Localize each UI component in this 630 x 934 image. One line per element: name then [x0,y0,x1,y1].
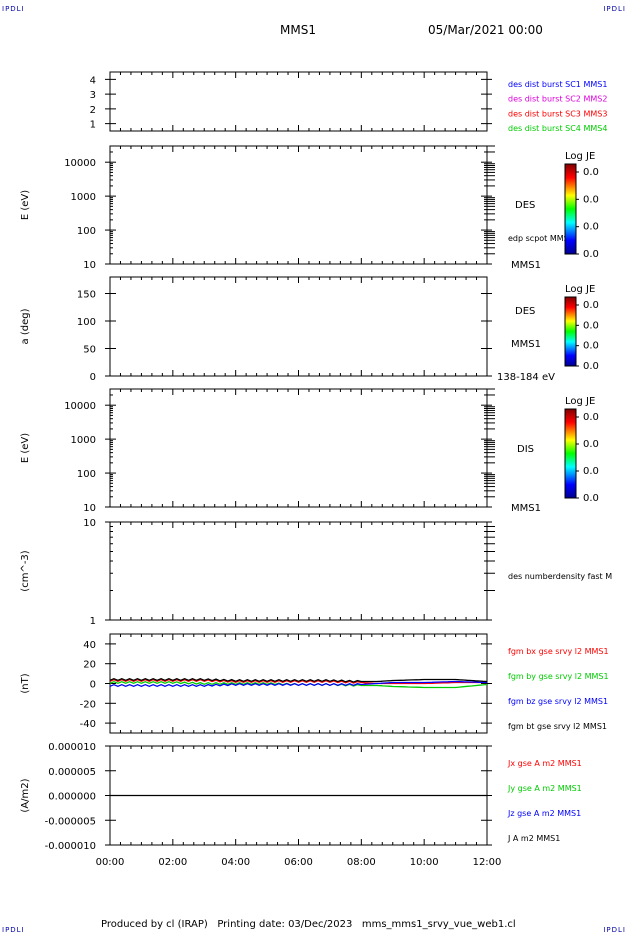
current-legend-entry: J A m2 MMS1 [507,834,560,843]
y-tick-label: 10 [83,518,96,529]
fgm-legend-entry: fgm bt gse srvy l2 MMS1 [508,722,607,731]
y-tick-label: 0 [90,372,96,383]
y-tick-label: 3 [90,90,96,101]
corner-logo-bottom-right: IPDLI [603,926,626,934]
des_pitch-energy-band: 138-184 eV [497,372,555,383]
time-tick-label: 00:00 [96,857,125,868]
y-tick-label: 0.000000 [48,792,96,803]
fgm-ylabel: (nT) [20,673,31,693]
y-tick-label: 1000 [71,435,96,446]
des_pitch-colorbar-tick-label: 0.0 [583,300,599,311]
burst-legend-entry: des dist burst SC1 MMS1 [508,80,607,89]
des_pitch-frame [109,276,488,377]
y-tick-label: 50 [83,345,96,356]
fgm-series-bz [109,680,488,688]
time-tick-label: 02:00 [158,857,187,868]
y-tick-label: -0.000010 [45,841,96,852]
des_energy-overlay-label: edp scpot MMS1 [508,234,574,243]
fgm-series-bt [109,677,488,683]
y-tick-label: -20 [80,699,96,710]
y-tick-label: 10 [83,503,96,514]
y-tick-label: 20 [83,660,96,671]
des_pitch-colorbar-title: Log JE [565,284,595,295]
dis_energy-ylabel: E (eV) [20,433,31,463]
y-tick-label: -0.000005 [45,816,96,827]
y-tick-label: 150 [77,290,96,301]
fgm-legend-entry: fgm by gse srvy l2 MMS1 [508,672,609,681]
burst-frame [109,71,488,132]
des_energy-ylabel: E (eV) [20,190,31,220]
fgm-legend-entry: fgm bx gse srvy l2 MMS1 [508,647,609,656]
footer-credit: Produced by cl (IRAP) Printing date: 03/… [101,919,516,930]
dis_energy-colorbar-tick-label: 0.0 [583,493,599,504]
des_pitch-colorbar-tick-label: 0.0 [583,361,599,372]
des_pitch-instrument-label: DES [515,306,535,317]
y-tick-label: 1000 [71,192,96,203]
y-tick-label: 2 [90,105,96,116]
y-tick-label: -40 [80,719,96,730]
des_energy-instrument-label: DES [515,200,535,211]
mission-title: MMS1 [280,23,316,37]
fgm-series-bx [109,678,487,685]
dis_energy-colorbar [564,408,577,499]
current-legend-entry: Jy gse A m2 MMS1 [507,784,582,793]
dis_energy-colorbar-tick-label: 0.0 [583,466,599,477]
current-ylabel: (A/m2) [20,778,31,812]
burst-legend-entry: des dist burst SC3 MMS3 [508,109,607,118]
corner-logo-top-left: IPDLI [2,5,25,13]
y-tick-label: 100 [77,226,96,237]
des_energy-colorbar-tick-label: 0.0 [583,222,599,233]
des_energy-colorbar-tick-label: 0.0 [583,194,599,205]
dis_energy-instrument-label: DIS [517,444,534,455]
y-tick-label: 10000 [64,158,96,169]
des_pitch-colorbar-tick-label: 0.0 [583,320,599,331]
des_pitch-spacecraft-label: MMS1 [511,339,541,350]
fgm-legend-entry: fgm bz gse srvy l2 MMS1 [508,697,608,706]
dis_energy-colorbar-tick-label: 0.0 [583,412,599,423]
des_energy-colorbar [564,163,577,255]
datetime-title: 05/Mar/2021 00:00 [428,23,543,37]
des_pitch-colorbar-tick-label: 0.0 [583,341,599,352]
density-legend-entry: des numberdensity fast M [508,572,612,581]
y-tick-label: 0.000005 [48,767,96,778]
burst-legend-entry: des dist burst SC4 MMS4 [508,124,607,133]
dis_energy-frame [109,388,488,508]
y-tick-label: 40 [83,640,96,651]
des_energy-frame [109,145,488,265]
y-tick-label: 4 [90,75,96,86]
burst-legend-entry: des dist burst SC2 MMS2 [508,95,607,104]
des_energy-spacecraft-label: MMS1 [511,260,541,271]
density-frame [109,521,488,621]
des_energy-colorbar-tick-label: 0.0 [583,167,599,178]
des_energy-colorbar-tick-label: 0.0 [583,249,599,260]
corner-logo-bottom-left: IPDLI [2,926,25,934]
y-tick-label: 0 [90,680,96,691]
des_pitch-colorbar [564,296,577,367]
current-legend-entry: Jx gse A m2 MMS1 [507,759,582,768]
current-legend-entry: Jz gse A m2 MMS1 [507,809,581,818]
y-tick-label: 100 [77,469,96,480]
time-tick-label: 06:00 [284,857,313,868]
des_pitch-ylabel: a (deg) [20,308,31,344]
time-tick-label: 04:00 [221,857,250,868]
y-tick-label: 1 [90,120,96,131]
dis_energy-spacecraft-label: MMS1 [511,503,541,514]
y-tick-label: 100 [77,317,96,328]
time-tick-label: 10:00 [410,857,439,868]
corner-logo-top-right: IPDLI [603,5,626,13]
dis_energy-colorbar-title: Log JE [565,396,595,407]
y-tick-label: 10 [83,260,96,271]
time-tick-label: 08:00 [347,857,376,868]
des_energy-colorbar-title: Log JE [565,151,595,162]
y-tick-label: 0.000010 [48,742,96,753]
y-tick-label: 10000 [64,401,96,412]
y-tick-label: 1 [90,616,96,627]
dis_energy-colorbar-tick-label: 0.0 [583,439,599,450]
density-ylabel: (cm^-3) [20,550,31,591]
time-tick-label: 12:00 [473,857,502,868]
